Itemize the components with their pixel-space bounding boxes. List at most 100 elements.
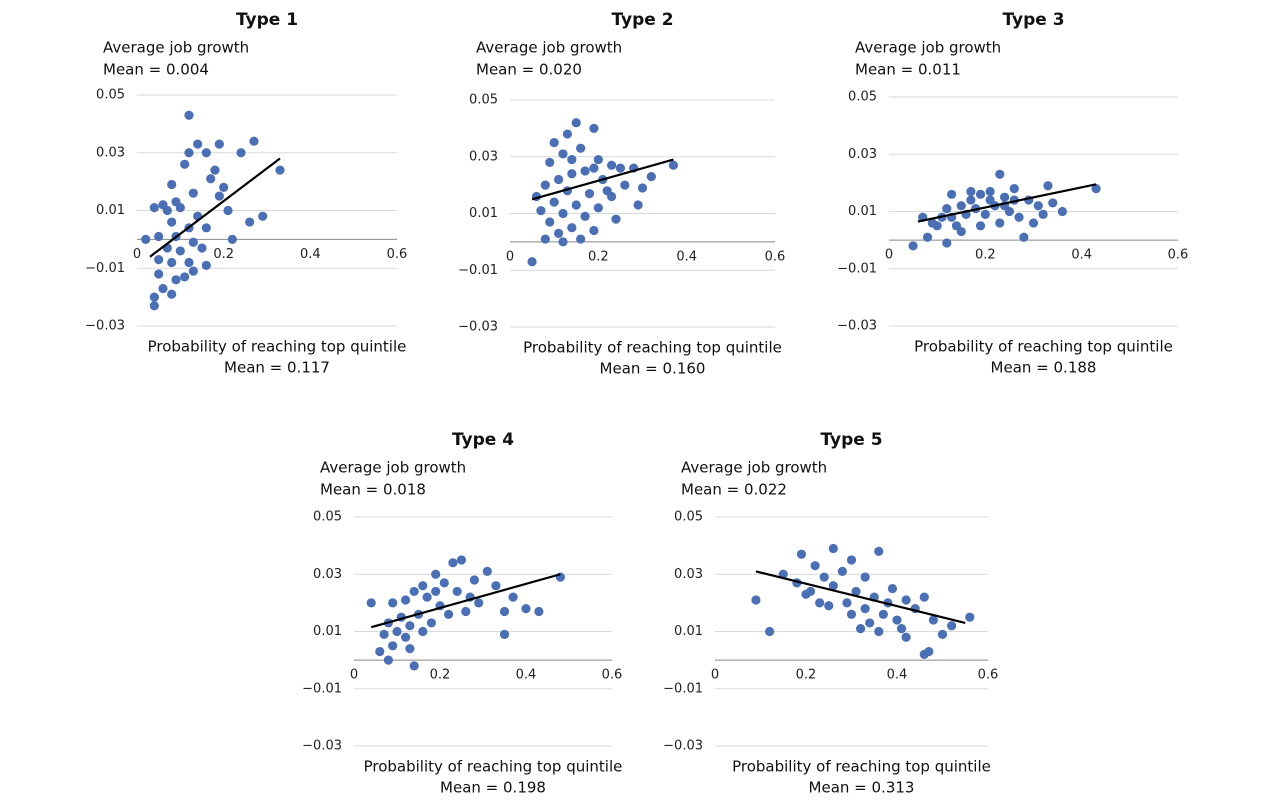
- data-point: [975, 189, 986, 199]
- data-point: [927, 218, 937, 228]
- data-point: [620, 180, 630, 190]
- y-tick-label: 0.03: [469, 149, 498, 164]
- subplot-title: Type 4: [452, 430, 514, 450]
- y-mean-label: Mean = 0.004: [103, 61, 209, 79]
- data-point: [824, 601, 834, 611]
- y-mean-label: Mean = 0.018: [320, 481, 426, 499]
- trend-line: [531, 158, 674, 201]
- trend-line: [149, 157, 281, 258]
- x-tick-label: 0.2: [430, 668, 451, 683]
- data-point: [167, 217, 177, 227]
- data-point: [444, 609, 454, 619]
- data-point: [392, 626, 402, 637]
- x-tick-label: 0.6: [978, 668, 999, 683]
- data-point: [801, 589, 811, 599]
- data-point: [567, 223, 577, 233]
- data-point: [197, 243, 207, 253]
- data-point: [236, 148, 246, 158]
- data-point: [154, 269, 164, 279]
- data-point: [418, 581, 428, 591]
- subplot-title: Type 2: [611, 10, 673, 30]
- y-tick-label: −0.01: [458, 263, 498, 278]
- y-axis-label: Average job growth: [103, 39, 249, 57]
- data-point: [584, 189, 595, 199]
- data-point: [431, 569, 441, 579]
- data-point: [210, 165, 220, 175]
- data-point: [409, 661, 419, 671]
- x-tick-label: 0.2: [796, 668, 817, 683]
- data-point: [966, 186, 976, 197]
- data-point: [892, 615, 902, 625]
- data-point: [184, 257, 194, 268]
- data-point: [201, 223, 211, 233]
- data-point: [810, 561, 820, 571]
- data-point: [482, 566, 492, 576]
- data-point: [942, 238, 952, 248]
- data-point: [545, 217, 555, 227]
- data-point: [456, 555, 467, 565]
- data-point: [985, 186, 995, 197]
- y-tick-label: 0.05: [313, 510, 342, 525]
- data-point: [418, 626, 428, 637]
- x-mean-label: Mean = 0.188: [991, 359, 1097, 377]
- x-tick-label: 0: [506, 249, 514, 264]
- data-point: [439, 578, 449, 588]
- data-point: [942, 204, 952, 214]
- x-tick-label: 0.4: [516, 668, 537, 683]
- x-axis-label: Probability of reaching top quintile: [732, 758, 991, 776]
- data-point: [937, 629, 948, 639]
- y-tick-label: −0.03: [837, 319, 877, 334]
- y-tick-label: 0.01: [848, 204, 877, 219]
- y-tick-label: 0.05: [469, 93, 498, 108]
- data-point: [534, 606, 544, 617]
- data-point: [527, 257, 537, 267]
- y-tick-label: −0.03: [85, 319, 125, 334]
- y-tick-label: 0.05: [848, 90, 877, 105]
- y-tick-label: −0.01: [837, 261, 877, 276]
- x-axis-label: Probability of reaching top quintile: [148, 338, 407, 356]
- y-tick-label: 0.03: [848, 147, 877, 162]
- data-point: [1057, 206, 1067, 217]
- data-point: [383, 655, 393, 665]
- x-tick-label: 0.4: [887, 668, 908, 683]
- data-point: [558, 149, 568, 159]
- data-point: [540, 234, 550, 244]
- data-point: [431, 586, 441, 597]
- data-point: [214, 191, 224, 201]
- data-point: [499, 606, 510, 617]
- data-point: [521, 604, 531, 614]
- data-point: [553, 174, 564, 185]
- data-point: [919, 649, 929, 660]
- data-point: [366, 598, 376, 608]
- data-point: [928, 615, 939, 625]
- y-tick-label: 0.01: [96, 203, 125, 218]
- data-point: [158, 283, 168, 294]
- data-point: [154, 254, 164, 265]
- data-point: [188, 188, 198, 198]
- data-point: [149, 301, 159, 311]
- y-tick-label: −0.01: [663, 681, 703, 696]
- data-point: [469, 575, 479, 585]
- data-point: [571, 200, 581, 210]
- x-tick-label: 0: [133, 247, 141, 262]
- data-point: [611, 214, 621, 224]
- data-point: [896, 624, 907, 634]
- data-point: [167, 257, 177, 268]
- data-point: [1000, 192, 1010, 202]
- x-tick-label: 0: [711, 668, 719, 683]
- data-point: [171, 275, 181, 285]
- data-point: [180, 159, 190, 169]
- data-point: [615, 163, 626, 173]
- data-point: [846, 609, 857, 619]
- data-point: [555, 572, 566, 582]
- data-point: [815, 598, 825, 608]
- data-point: [637, 183, 648, 193]
- x-tick-label: 0.6: [387, 247, 408, 262]
- trend-line: [917, 183, 1097, 223]
- data-point: [184, 110, 194, 120]
- data-point: [175, 203, 185, 213]
- data-point: [589, 225, 599, 236]
- y-axis-label: Average job growth: [681, 459, 827, 477]
- data-point: [980, 209, 990, 219]
- data-point: [149, 203, 159, 213]
